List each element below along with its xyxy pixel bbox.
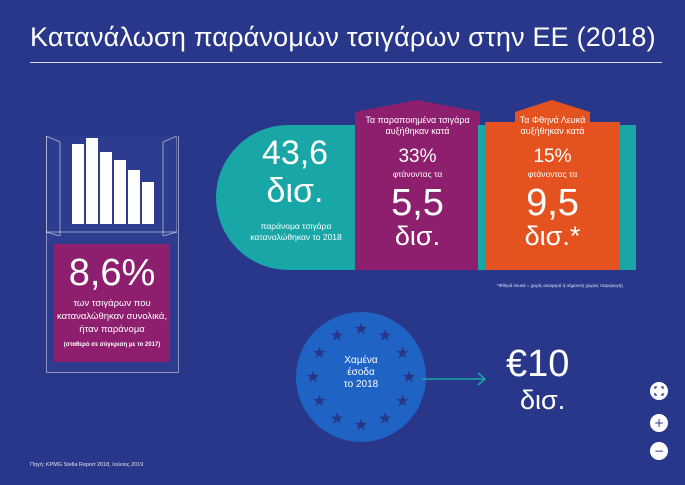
counterfeit-panel	[355, 100, 480, 270]
eu-star-icon	[330, 412, 344, 424]
cheap-whites-line-2: αυξήθηκαν κατά	[520, 126, 585, 136]
counterfeit-reach: φτάνοντας τα	[392, 169, 443, 179]
illicit-caption-line-1: παράνομα τσιγάρα	[260, 221, 332, 231]
zoom-in-button[interactable]: +	[650, 414, 668, 432]
cheap-whites-reach: φτάνοντας τα	[527, 169, 578, 179]
pack-percentage: 8,6%	[68, 252, 156, 294]
cheap-whites-content: Τα Φθηνά Λευκά αυξήθηκαν κατά 15% φτάνον…	[485, 115, 620, 251]
illicit-caption-line-2: καταναλώθηκαν το 2018	[250, 232, 342, 242]
cigarette-pack-lid-icon	[46, 136, 177, 236]
cheap-whites-panel	[485, 100, 620, 270]
eu-star-icon	[396, 394, 409, 407]
lost-revenue-line-3: το 2018	[343, 379, 379, 390]
title-divider	[30, 62, 662, 63]
eu-stars-icon	[306, 322, 416, 431]
zoom-out-button[interactable]: −	[650, 442, 668, 460]
lost-revenue-label: Χαμένα έσοδα το 2018	[326, 355, 396, 391]
eu-star-icon	[402, 370, 416, 383]
source-note: Πηγή: KPMG Stella Report 2018, Ιούνιος 2…	[30, 462, 144, 468]
eu-star-icon	[313, 346, 326, 359]
pack-line-3: ήταν παράνομα	[79, 324, 145, 335]
lost-revenue-value: €10	[506, 343, 570, 385]
eu-star-icon	[330, 328, 344, 341]
illicit-total-unit: δισ.	[266, 172, 324, 210]
page-title: Κατανάλωση παράνομων τσιγάρων στην ΕΕ (2…	[30, 22, 656, 52]
lost-revenue-line-2: έσοδα	[347, 367, 375, 378]
counterfeit-line-1: Τα παραποιημένα τσιγάρα	[365, 115, 470, 125]
eu-star-icon	[396, 346, 409, 359]
counterfeit-value: 5,5	[391, 182, 444, 224]
pack-note: (σταθερό σε σύγκριση με το 2017)	[63, 342, 161, 348]
eu-star-icon	[313, 394, 326, 407]
counterfeit-unit: δισ.	[394, 221, 441, 251]
pack-line-1: των τσιγάρων που	[73, 298, 151, 309]
arrow-right-icon	[422, 372, 487, 386]
illicit-total-value: 43,6 δισ.	[240, 134, 350, 210]
counterfeit-line-2: αυξήθηκαν κατά	[385, 126, 450, 136]
cheap-whites-percentage: 15%	[533, 146, 572, 167]
pack-line-2: καταναλώθηκαν συνολικά,	[56, 311, 168, 322]
illicit-total-caption: παράνομα τσιγάρα καταναλώθηκαν το 2018	[236, 221, 356, 243]
teal-divider	[478, 125, 488, 270]
eu-star-icon	[306, 370, 320, 383]
footnote: *Φθηνά Λευκά = χωρίς αναφορά ή σήμανση χ…	[497, 283, 624, 288]
eu-star-icon	[378, 412, 392, 424]
pack-description: των τσιγάρων που καταναλώθηκαν συνολικά,…	[54, 297, 170, 336]
fit-screen-button[interactable]	[650, 382, 668, 400]
illicit-total-panel	[216, 125, 358, 270]
teal-end-cap	[620, 125, 636, 270]
cigarette-pack-foil-icon	[72, 138, 154, 224]
counterfeit-content: Τα παραποιημένα τσιγάρα αυξήθηκαν κατά 3…	[355, 115, 480, 251]
cheap-whites-unit: δισ.*	[524, 221, 581, 251]
lost-revenue-unit: δισ.	[520, 385, 566, 415]
fit-screen-icon	[654, 386, 664, 396]
illicit-total-number: 43,6	[261, 134, 329, 172]
cheap-whites-line-1: Τα Φθηνά Λευκά	[519, 115, 586, 125]
eu-star-icon	[354, 322, 368, 335]
cheap-whites-value: 9,5	[526, 182, 579, 224]
lost-revenue-line-1: Χαμένα	[344, 355, 378, 366]
eu-star-icon	[378, 328, 392, 341]
eu-star-icon	[354, 418, 368, 431]
pack-label: 8,6% των τσιγάρων που καταναλώθηκαν συνο…	[54, 244, 170, 362]
counterfeit-percentage: 33%	[398, 146, 437, 167]
